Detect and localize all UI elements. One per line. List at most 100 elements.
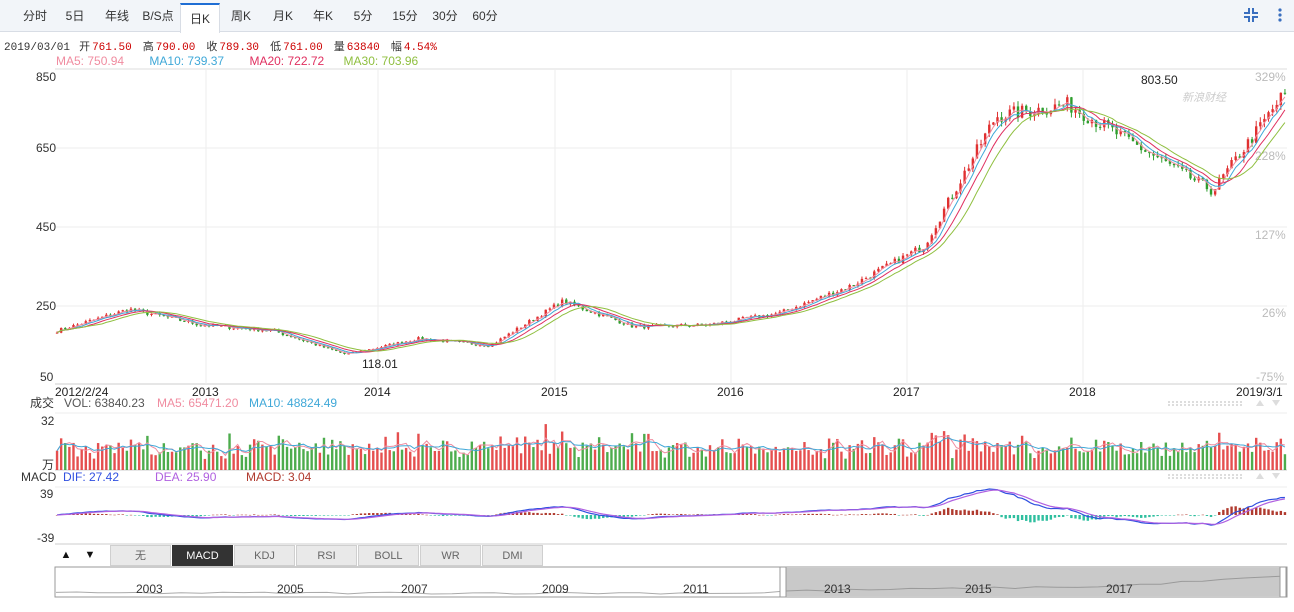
macd-bar bbox=[868, 514, 872, 516]
candle bbox=[749, 314, 753, 320]
macd-bar bbox=[782, 514, 786, 515]
indicator-tab-rsi[interactable]: RSI bbox=[296, 545, 357, 566]
macd-bar bbox=[1152, 515, 1155, 517]
candle bbox=[848, 283, 851, 292]
tab-5day[interactable]: 5日 bbox=[65, 9, 85, 23]
volume-bar bbox=[692, 452, 695, 470]
volume-bar bbox=[1144, 452, 1147, 470]
macd-bar bbox=[1016, 515, 1020, 522]
candle bbox=[142, 308, 145, 313]
macd-bar bbox=[1164, 515, 1168, 516]
candle bbox=[269, 328, 272, 333]
macd-bar bbox=[647, 514, 650, 516]
volume-bar bbox=[404, 447, 408, 470]
volume-bar bbox=[146, 435, 149, 470]
macd-bar bbox=[803, 513, 806, 515]
tab-60min[interactable]: 60分 bbox=[472, 9, 498, 23]
navigator-right-handle[interactable] bbox=[1279, 566, 1287, 598]
tab-year-line[interactable]: 年线 bbox=[104, 9, 129, 23]
indicator-tab-boll[interactable]: BOLL bbox=[358, 545, 419, 566]
volume-bar bbox=[712, 450, 716, 470]
volume-bar bbox=[1111, 445, 1114, 470]
volume-bar bbox=[359, 448, 363, 470]
macd-bar bbox=[372, 513, 375, 515]
navigator-selection[interactable] bbox=[786, 568, 1280, 596]
macd-dea-legend: DEA: 25.90 bbox=[155, 470, 217, 484]
navigator-left-handle[interactable] bbox=[779, 566, 787, 598]
volume-bar bbox=[819, 449, 823, 470]
volume-panel-controls[interactable] bbox=[1168, 400, 1280, 406]
candle bbox=[199, 323, 202, 327]
pct-axis-228: 228% bbox=[1255, 149, 1286, 163]
candle bbox=[1074, 107, 1077, 118]
volume-bar bbox=[684, 442, 687, 470]
quote-date: 2019/03/01 bbox=[4, 42, 71, 54]
tab-yearly-k[interactable]: 年K bbox=[312, 9, 333, 23]
candle bbox=[396, 341, 400, 347]
candle bbox=[187, 319, 190, 324]
macd-bar bbox=[1053, 515, 1057, 518]
tab-daily-k[interactable]: 日K bbox=[180, 3, 220, 33]
open-label: 开 bbox=[79, 41, 91, 53]
candle bbox=[1181, 162, 1184, 172]
volume-bar bbox=[96, 443, 100, 470]
macd-bar bbox=[515, 511, 519, 515]
candle bbox=[959, 179, 962, 195]
candle bbox=[310, 341, 313, 344]
volume-bar bbox=[80, 448, 83, 470]
candle bbox=[532, 319, 535, 322]
indicator-tab-none[interactable]: 无 bbox=[110, 545, 171, 566]
macd-bar bbox=[294, 515, 297, 517]
volume-bar bbox=[856, 443, 860, 470]
more-vertical-icon[interactable] bbox=[1272, 7, 1288, 23]
macd-bar bbox=[281, 515, 285, 516]
tab-bs-points[interactable]: B/S点 bbox=[142, 9, 174, 23]
volume-bar bbox=[179, 447, 182, 470]
volume-bar bbox=[413, 456, 416, 470]
tab-fenshi[interactable]: 分时 bbox=[22, 9, 47, 23]
macd-panel-controls[interactable] bbox=[1168, 473, 1280, 479]
candle bbox=[1057, 100, 1061, 107]
indicator-tab-dmi[interactable]: DMI bbox=[482, 545, 543, 566]
tab-15min[interactable]: 15分 bbox=[392, 9, 418, 23]
candle bbox=[441, 339, 445, 343]
volume-bar bbox=[125, 450, 129, 470]
macd-bar bbox=[1119, 515, 1122, 517]
fullscreen-icon[interactable] bbox=[1243, 7, 1259, 23]
volume-bar bbox=[343, 446, 346, 470]
volume-bar bbox=[614, 446, 617, 470]
indicator-tab-macd[interactable]: MACD bbox=[172, 545, 233, 566]
macd-bar bbox=[285, 515, 289, 516]
macd-bar bbox=[1078, 515, 1081, 520]
nav-year-2009: 2009 bbox=[542, 582, 569, 596]
volume-bar bbox=[1070, 437, 1073, 470]
indicator-up-arrow-icon[interactable]: ▲ bbox=[60, 549, 72, 561]
candle bbox=[1115, 123, 1118, 139]
macd-axis-top: 39 bbox=[40, 487, 54, 501]
indicator-tab-wr[interactable]: WR bbox=[420, 545, 481, 566]
candle bbox=[704, 323, 708, 327]
indicator-tab-kdj[interactable]: KDJ bbox=[234, 545, 295, 566]
candle bbox=[1263, 114, 1266, 128]
volume-bar bbox=[396, 432, 400, 470]
volume-bar bbox=[1135, 453, 1139, 470]
candle bbox=[975, 139, 979, 159]
volume-bar bbox=[203, 458, 207, 470]
candle bbox=[1131, 133, 1135, 142]
volume-bar bbox=[1148, 446, 1151, 470]
tab-5min[interactable]: 5分 bbox=[353, 9, 373, 23]
macd-bar bbox=[1279, 510, 1283, 515]
ma20-line bbox=[56, 106, 1286, 353]
macd-bar bbox=[228, 514, 231, 516]
volume-bar bbox=[207, 450, 211, 470]
tab-monthly-k[interactable]: 月K bbox=[272, 9, 293, 23]
candle bbox=[918, 244, 921, 253]
tab-weekly-k[interactable]: 周K bbox=[230, 9, 251, 23]
indicator-down-arrow-icon[interactable]: ▼ bbox=[84, 549, 96, 561]
nav-year-2015: 2015 bbox=[965, 582, 992, 596]
candle bbox=[470, 342, 474, 345]
tab-30min[interactable]: 30分 bbox=[432, 9, 458, 23]
candle bbox=[581, 305, 584, 312]
macd-bar bbox=[166, 515, 170, 517]
